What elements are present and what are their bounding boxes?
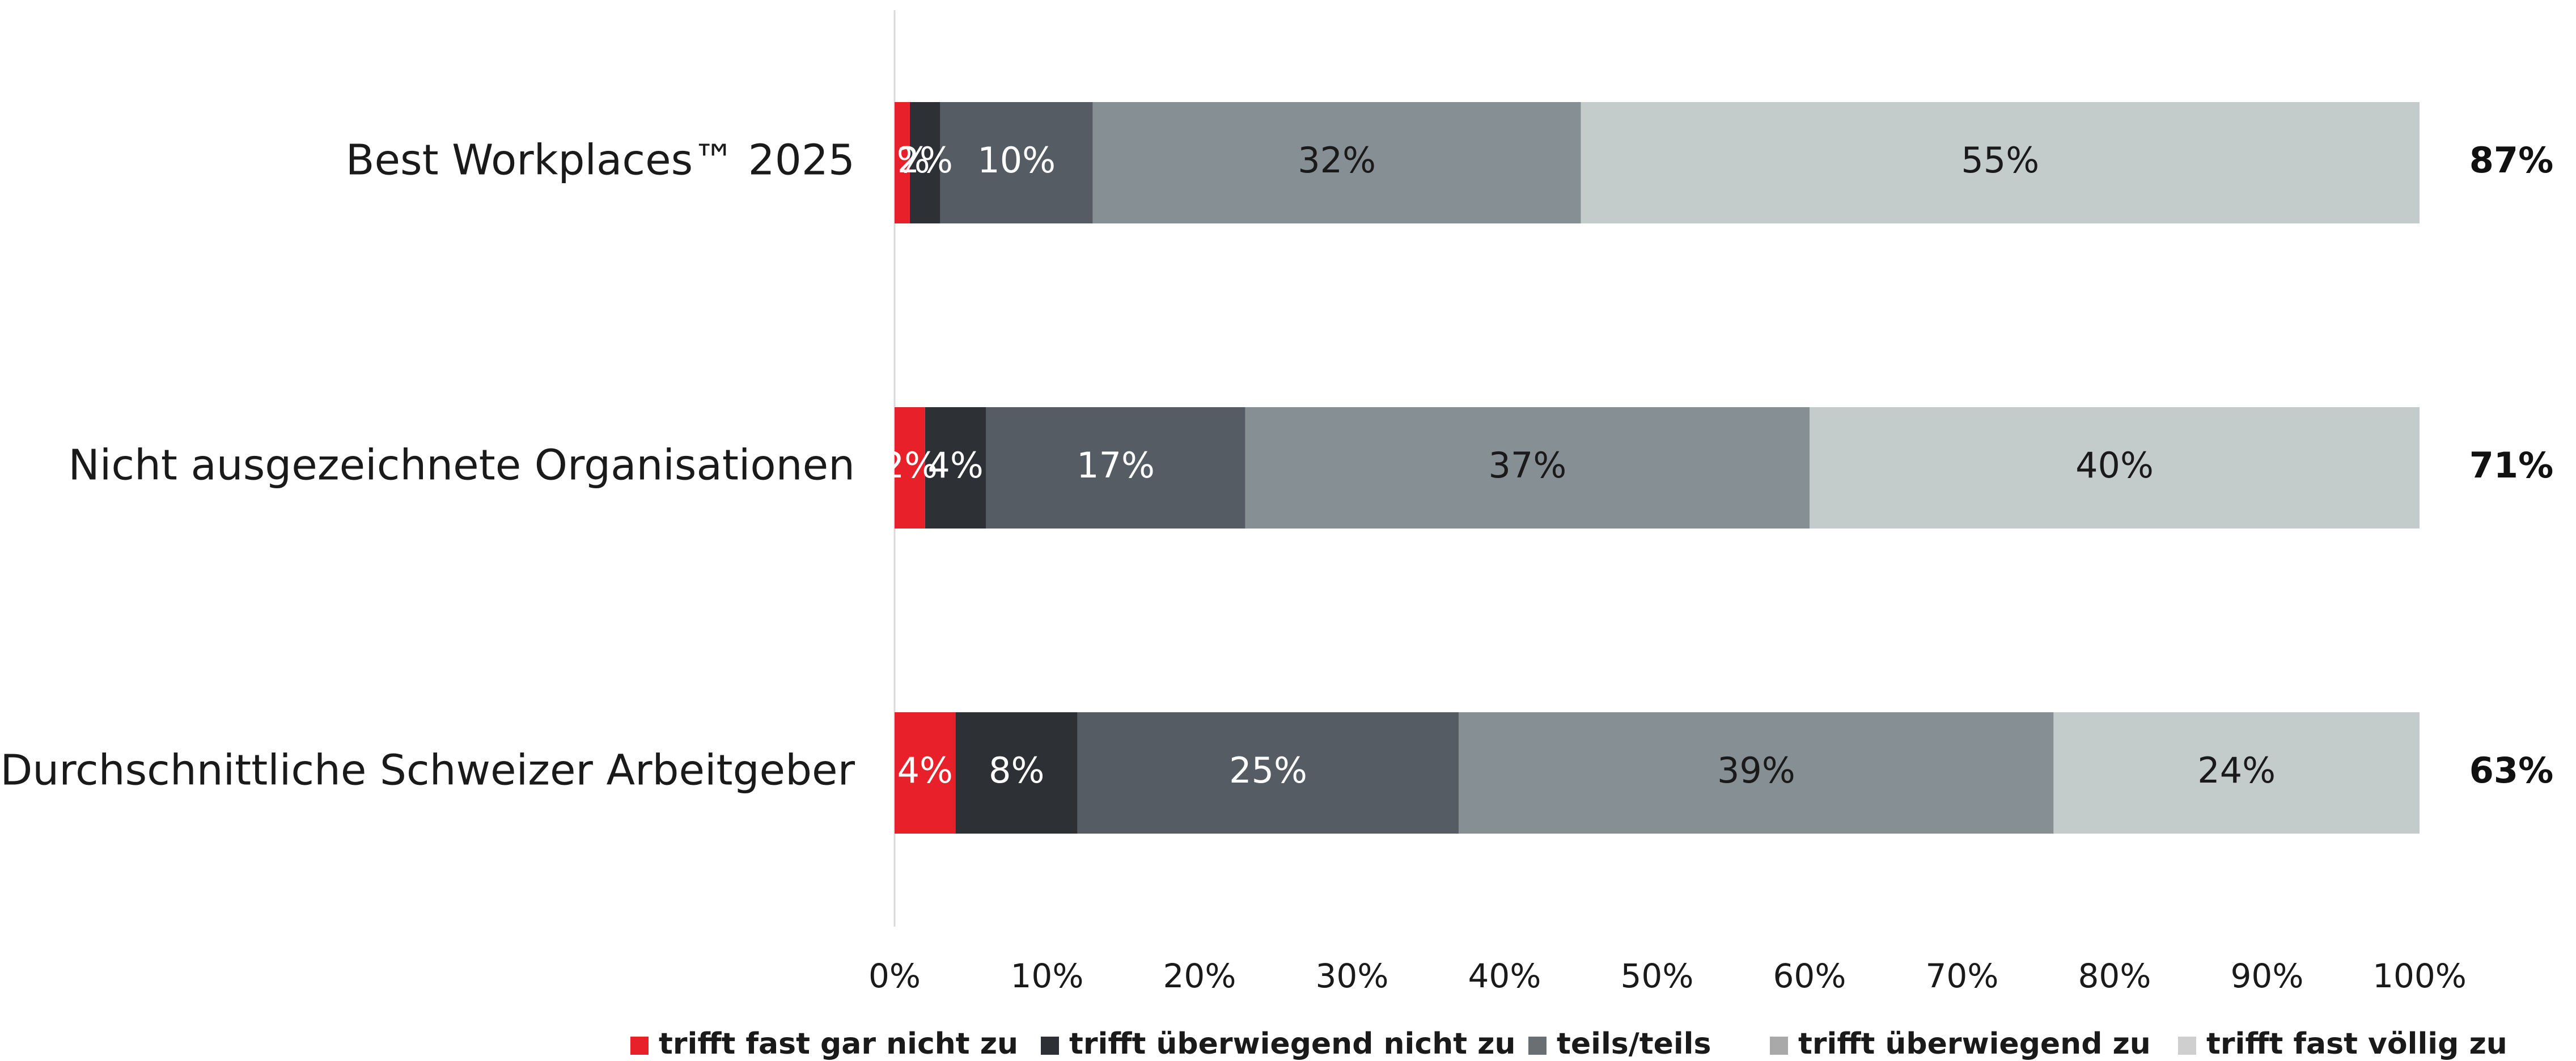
bar-segment: [909, 102, 940, 223]
legend-swatch: [1041, 1037, 1059, 1055]
category-label: Best Workplaces™ 2025: [346, 136, 855, 185]
bar-segment: [895, 102, 910, 223]
legend-swatch: [1528, 1037, 1547, 1055]
x-tick-label: 30%: [1316, 957, 1389, 995]
x-tick-label: 90%: [2231, 957, 2304, 995]
x-tick-label: 70%: [1926, 957, 1999, 995]
x-tick-label: 0%: [868, 957, 921, 995]
data-label: 40%: [2075, 445, 2154, 486]
bar-segment: [1092, 102, 1581, 223]
legend-swatch: [2178, 1037, 2196, 1055]
bars-layer: [895, 102, 2420, 834]
category-label: Durchschnittliche Schweizer Arbeitgeber: [0, 746, 855, 795]
data-label: 2%: [882, 445, 938, 486]
legend-label: teils/teils: [1557, 1027, 1711, 1061]
legend-swatch: [1770, 1037, 1788, 1055]
legend-label: trifft überwiegend zu: [1798, 1027, 2151, 1061]
data-label: 55%: [1961, 140, 2039, 181]
data-label: 2%: [897, 140, 953, 181]
x-tick-label: 80%: [2078, 957, 2151, 995]
legend-swatch: [630, 1037, 649, 1055]
data-label: 8%: [989, 750, 1044, 791]
data-label: 25%: [1229, 750, 1307, 791]
x-tick-label: 10%: [1011, 957, 1084, 995]
data-label: 1%: [874, 140, 930, 181]
bar-segment: [1581, 102, 2420, 223]
total-label: 71%: [2469, 445, 2553, 486]
bar-segment: [1077, 712, 1459, 834]
x-tick-label: 40%: [1468, 957, 1541, 995]
legend-label: trifft überwiegend nicht zu: [1069, 1027, 1515, 1061]
data-label: 24%: [2197, 750, 2276, 791]
x-tick-label: 20%: [1163, 957, 1236, 995]
bar-segment: [1459, 712, 2054, 834]
x-tick-label: 50%: [1621, 957, 1694, 995]
data-label: 4%: [927, 445, 983, 486]
bar-segment: [1245, 407, 1810, 529]
labels-layer: Best Workplaces™ 2025 1%2% 10% 32% 55% 87%Nic…: [0, 136, 2553, 795]
data-label: 17%: [1077, 445, 1155, 486]
total-label: 63%: [2469, 750, 2553, 791]
legend-label: trifft fast gar nicht zu: [659, 1027, 1018, 1061]
total-label: 87%: [2469, 140, 2553, 181]
bar-segment: [986, 407, 1245, 529]
bar-segment: [1810, 407, 2420, 529]
x-tick-label: 100%: [2372, 957, 2467, 995]
bar-segment: [895, 712, 956, 834]
legend: trifft fast gar nicht zu trifft überwiege…: [630, 1027, 2507, 1061]
bar-segment: [940, 102, 1093, 223]
category-label: Nicht ausgezeichnete Organisationen: [68, 441, 855, 490]
data-label: 4%: [897, 750, 953, 791]
bar-segment: [895, 407, 925, 529]
legend-label: trifft fast völlig zu: [2206, 1027, 2507, 1061]
axis-layer: 0% 10% 20% 30% 40% 50% 60% 70% 80% 90% 100%: [868, 10, 2467, 995]
data-label: 10%: [977, 140, 1056, 181]
bar-segment: [2053, 712, 2420, 834]
data-label: 32%: [1298, 140, 1376, 181]
data-label: 37%: [1488, 445, 1566, 486]
bar-segment: [925, 407, 986, 529]
data-label: 39%: [1717, 750, 1795, 791]
bar-segment: [955, 712, 1078, 834]
x-tick-label: 60%: [1773, 957, 1846, 995]
